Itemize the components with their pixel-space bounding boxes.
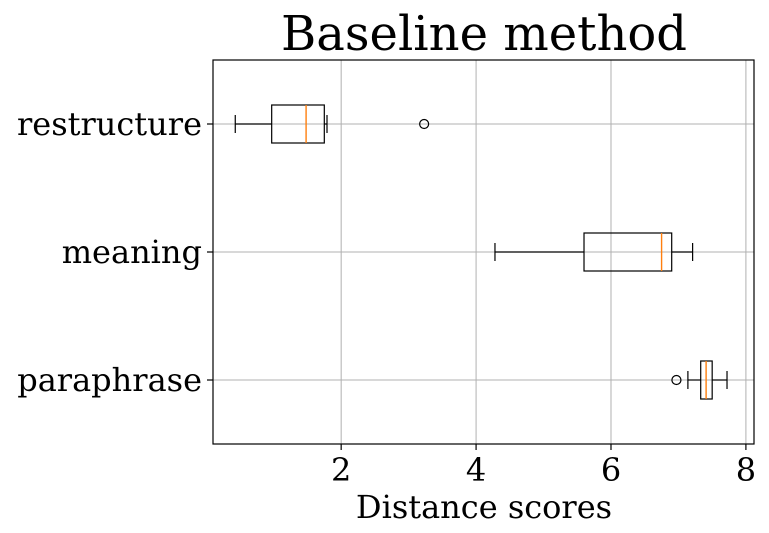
x-axis-ticks: 2 4 6 8 (331, 444, 756, 489)
y-tick-label: restructure (17, 105, 202, 143)
box-series (234, 104, 728, 400)
x-tick-label: 6 (601, 451, 621, 489)
box-iqr (271, 104, 325, 144)
y-axis-ticks: paraphrase meaning restructure (17, 105, 213, 399)
y-tick-label: meaning (62, 233, 202, 271)
outlier-point (671, 374, 682, 386)
x-tick-label: 4 (466, 451, 486, 489)
x-tick-label: 8 (736, 451, 756, 489)
chart-title: Baseline method (281, 6, 687, 62)
box-group-paraphrase (671, 360, 728, 400)
x-tick-label: 2 (331, 451, 351, 489)
box-group-meaning (494, 232, 694, 272)
box-group-restructure (234, 104, 430, 144)
y-tick-label: paraphrase (17, 361, 202, 399)
x-axis-label: Distance scores (356, 488, 612, 526)
grid-lines (213, 60, 754, 444)
box-iqr (583, 232, 673, 272)
outlier-point (419, 118, 430, 130)
